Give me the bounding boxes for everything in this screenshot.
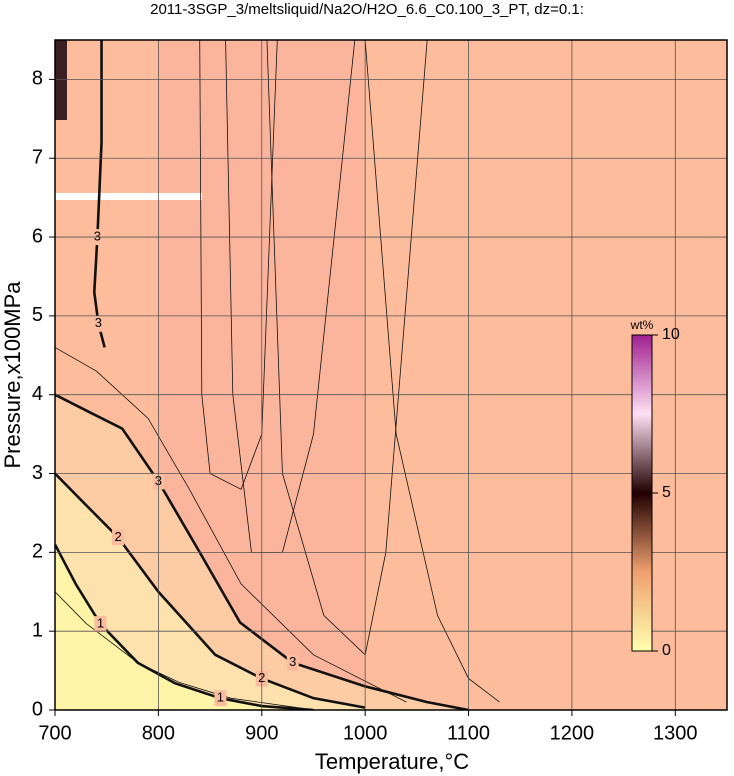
chart-title: 2011-3SGP_3/meltsliquid/Na2O/H2O_6.6_C0.… — [150, 1, 584, 18]
colorbar-label: wt% — [630, 318, 654, 332]
thin-contour — [364, 40, 500, 703]
dark-band — [55, 40, 67, 120]
contour-label-bg — [94, 616, 107, 633]
y-axis-label: Pressure,x100MPa — [0, 281, 25, 469]
thin-contour — [199, 40, 278, 490]
x-tick-label: 1100 — [447, 722, 490, 744]
contour-label: 2 — [114, 529, 121, 544]
contour-line — [55, 543, 314, 710]
contour-fill — [55, 544, 314, 710]
y-tick-label: 8 — [32, 68, 43, 90]
x-tick-label: 1300 — [653, 722, 698, 744]
y-tick-label: 3 — [32, 462, 43, 484]
thin-contour — [55, 347, 407, 703]
contour-line — [55, 472, 366, 709]
colorbar-tick-label: 0 — [662, 642, 671, 659]
contour-label: 1 — [97, 616, 104, 631]
contour-line — [55, 393, 469, 710]
x-tick-label: 800 — [142, 722, 175, 744]
y-tick-label: 2 — [32, 541, 43, 563]
contour-label: 1 — [217, 690, 224, 705]
y-tick-label: 0 — [32, 698, 43, 720]
contour-label: 3 — [95, 315, 102, 330]
y-tick-label: 4 — [32, 383, 43, 405]
contour-label: 3 — [289, 654, 296, 669]
x-tick-label: 900 — [245, 722, 278, 744]
contour-label-bg — [92, 315, 105, 332]
contour-fill — [55, 473, 366, 710]
x-tick-label: 1000 — [343, 722, 388, 744]
x-tick-label: 1200 — [550, 722, 595, 744]
y-tick-label: 7 — [32, 147, 43, 169]
x-axis-label: Temperature,°C — [315, 749, 469, 774]
contour-label: 3 — [94, 228, 101, 243]
contour-label-bg — [214, 690, 227, 707]
y-tick-label: 1 — [32, 619, 43, 641]
y-tick-label: 6 — [32, 225, 43, 247]
colorbar-tick-label: 5 — [662, 484, 671, 501]
plot-frame — [54, 39, 728, 711]
white-bar — [55, 193, 202, 200]
thin-contour — [266, 40, 428, 656]
colorbar — [631, 334, 653, 652]
colorbar-tick-label: 10 — [662, 326, 680, 343]
x-tick-label: 700 — [38, 722, 71, 744]
contour-label-bg — [112, 529, 125, 546]
y-tick-label: 5 — [32, 304, 43, 326]
contour-label-bg — [286, 654, 299, 671]
